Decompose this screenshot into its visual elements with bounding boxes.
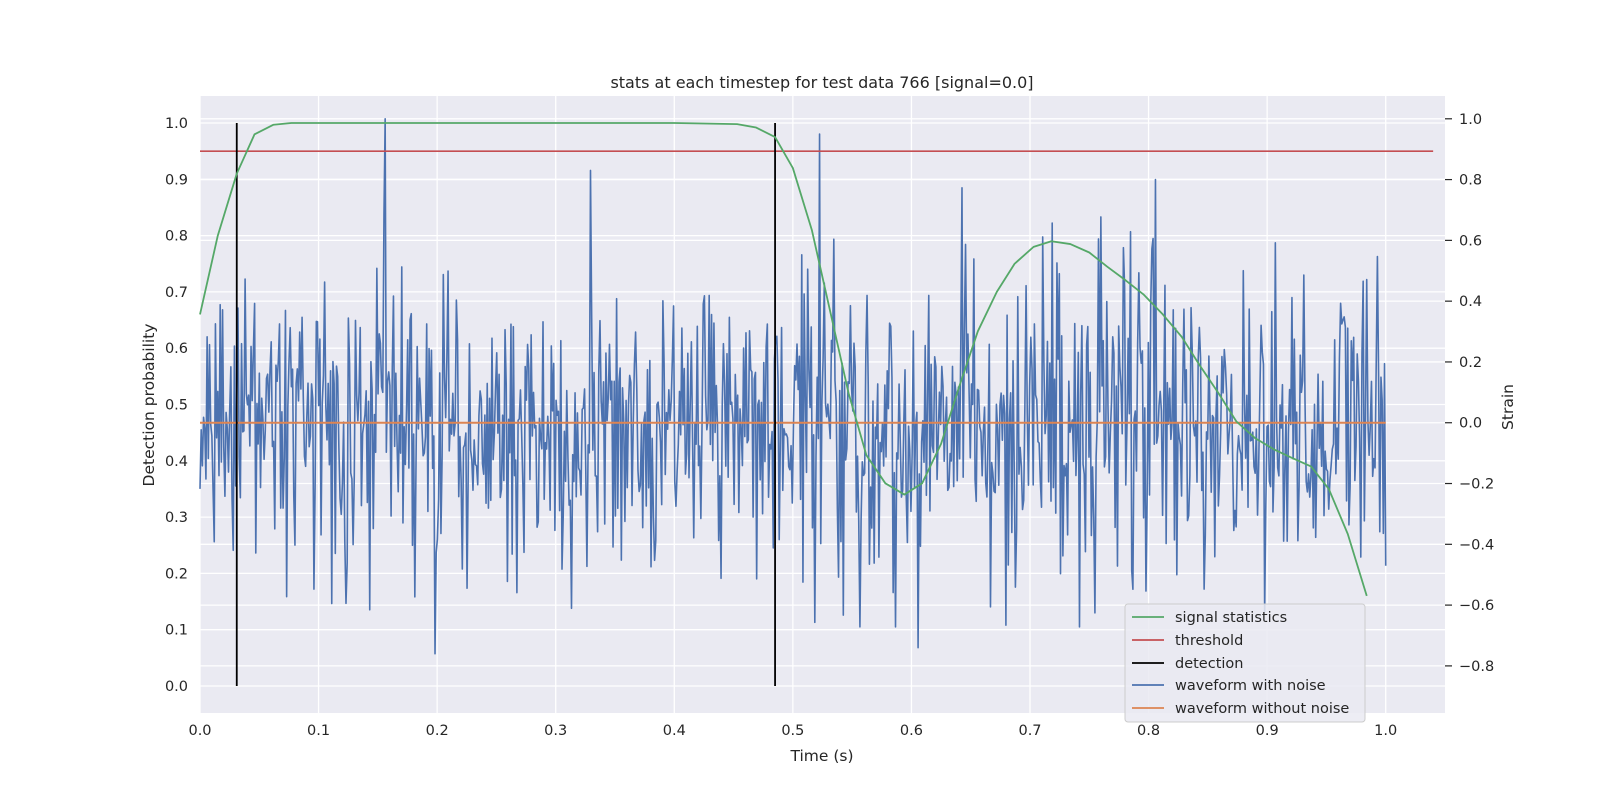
y-tick-label: 0.9: [165, 172, 188, 188]
x-tick-label: 0.0: [188, 723, 211, 739]
x-tick-label: 0.7: [1018, 723, 1041, 739]
x-tick-label: 0.1: [307, 723, 330, 739]
legend-label-threshold: threshold: [1175, 633, 1243, 649]
x-tick-label: 0.2: [426, 723, 449, 739]
x-tick-label: 0.4: [663, 723, 686, 739]
x-tick-label: 0.6: [900, 723, 923, 739]
series-waveform-with-noise: [199, 118, 1387, 655]
y-tick-label: 1.0: [165, 116, 188, 132]
y-tick-label: 0.4: [165, 454, 188, 470]
y-tick-label: 0.0: [165, 679, 188, 695]
y-right-tick-label: −0.6: [1459, 598, 1494, 614]
legend-label-signal-statistics: signal statistics: [1175, 610, 1287, 626]
x-tick-label: 1.0: [1374, 723, 1397, 739]
series-signal-statistics: [199, 122, 1368, 597]
x-axis-label: Time (s): [789, 747, 853, 765]
y-tick-label: 0.5: [165, 398, 188, 414]
y-tick-label: 0.7: [165, 285, 188, 301]
y-right-tick-label: 0.0: [1459, 416, 1482, 432]
legend-label-detection: detection: [1175, 656, 1243, 672]
y-right-tick-label: 0.8: [1459, 173, 1482, 189]
y-tick-label: 0.2: [165, 566, 188, 582]
x-tick-label: 0.8: [1137, 723, 1160, 739]
y-right-tick-label: 0.4: [1459, 294, 1482, 310]
y-tick-label: 0.8: [165, 229, 188, 245]
y-tick-label: 0.3: [165, 510, 188, 526]
y-right-tick-label: 0.2: [1459, 355, 1482, 371]
y-tick-label: 0.1: [165, 623, 188, 639]
x-tick-label: 0.9: [1256, 723, 1279, 739]
y-right-tick-label: −0.2: [1459, 477, 1494, 493]
chart-title: stats at each timestep for test data 766…: [610, 73, 1033, 92]
y-axis-label: Detection probability: [140, 324, 158, 487]
x-tick-label: 0.3: [544, 723, 567, 739]
legend-label-waveform-without-noise: waveform without noise: [1175, 701, 1349, 717]
y-right-tick-label: −0.4: [1459, 537, 1494, 553]
legend: signal statistics threshold detection wa…: [1124, 603, 1366, 723]
legend-box: [1124, 603, 1366, 723]
y-right-tick-label: 1.0: [1459, 112, 1482, 128]
y-right-tick-label: 0.6: [1459, 233, 1482, 249]
y-tick-label: 0.6: [165, 341, 188, 357]
y-right-axis-label: Strain: [1499, 384, 1517, 430]
y-right-tick-label: −0.8: [1459, 659, 1494, 675]
x-tick-label: 0.5: [781, 723, 804, 739]
legend-label-waveform-with-noise: waveform with noise: [1175, 678, 1326, 694]
